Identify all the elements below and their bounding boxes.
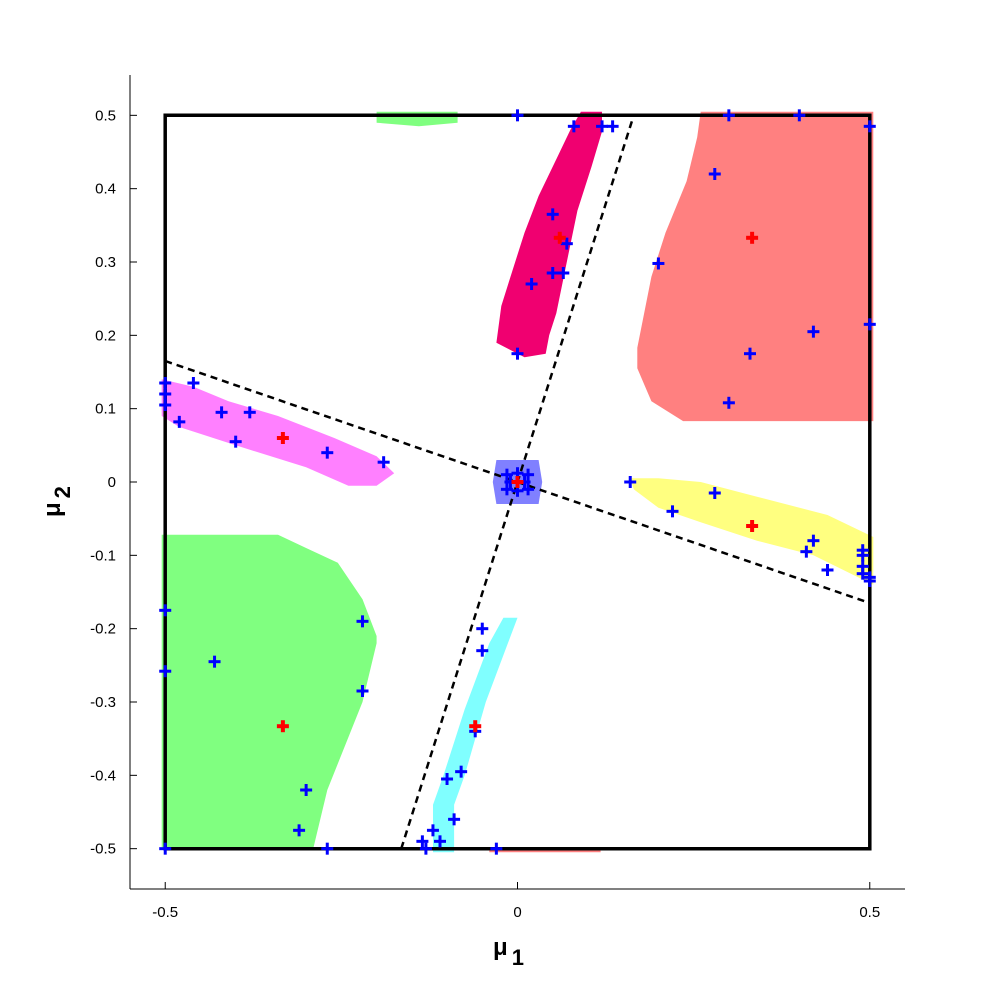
blue-point [652, 257, 665, 270]
red-point [511, 476, 524, 488]
blue-point [159, 842, 172, 855]
blue-point [557, 267, 570, 279]
blue-point [511, 109, 524, 122]
blue-point [856, 549, 869, 562]
blue-point [356, 685, 369, 697]
y-tick-label: 0.2 [95, 327, 116, 344]
y-tick-label: -0.1 [90, 547, 116, 564]
blue-point [419, 842, 432, 855]
blue-point [596, 120, 609, 133]
y-tick-label: -0.3 [90, 694, 116, 711]
blue-point [821, 564, 834, 576]
y-axis-subscript: 2 [50, 486, 75, 498]
blue-point [567, 120, 580, 133]
red-point [276, 720, 289, 733]
blue-point [500, 468, 513, 481]
red-point [553, 231, 566, 244]
tick-labels: -0.5 0 0.5 0.5 0.4 0.3 0.2 0.1 0 -0.1 -0.2 -0.3 -0.4… [90, 107, 880, 921]
blue-point [546, 267, 559, 279]
region-2 [496, 111, 602, 358]
y-tick-label: 0.3 [95, 254, 116, 271]
blue-point [300, 784, 313, 796]
blue-point [416, 835, 429, 848]
blue-point [800, 545, 813, 558]
y-tick-label: 0.4 [95, 181, 116, 198]
blue-point [377, 456, 390, 469]
blue-point [863, 120, 876, 133]
y-tick-label: 0 [108, 474, 116, 491]
x-axis-subscript: 1 [512, 945, 524, 970]
x-tick-label: -0.5 [152, 904, 178, 921]
blue-point [159, 665, 172, 678]
blue-point [863, 575, 876, 587]
blue-point [807, 325, 820, 338]
blue-point [744, 347, 756, 360]
blue-point [511, 347, 524, 360]
y-axis-symbol: μ [39, 502, 66, 517]
blue-point [863, 318, 876, 331]
blue-markers [159, 109, 876, 855]
y-tick-label: -0.4 [90, 767, 116, 784]
blue-point [455, 765, 468, 778]
blue-point [546, 208, 559, 221]
blue-point [666, 505, 679, 518]
blue-point [229, 435, 242, 448]
blue-point [159, 388, 172, 400]
blue-point [522, 483, 535, 496]
x-tick-label: 0.5 [859, 904, 880, 921]
blue-point [793, 109, 806, 122]
y-axis-label-group: μ2 [39, 486, 75, 517]
y-tick-label: 0.1 [95, 401, 116, 418]
blue-point [522, 468, 535, 481]
boundary-square [163, 113, 872, 851]
blue-point [500, 483, 513, 496]
blue-point [856, 567, 869, 580]
y-axis-label: μ2 [39, 486, 75, 517]
blue-point [722, 109, 735, 122]
blue-point [708, 168, 721, 180]
blue-point [243, 406, 256, 419]
red-markers [276, 231, 759, 733]
blue-point [356, 615, 369, 628]
blue-point [476, 644, 489, 657]
blue-point [476, 622, 489, 635]
y-tick-label: -0.2 [90, 621, 116, 638]
region-0 [637, 111, 874, 422]
x-tick-label: 0 [513, 904, 521, 921]
blue-point [434, 835, 446, 848]
blue-point [187, 377, 200, 389]
blue-point [448, 813, 461, 826]
red-point [746, 520, 759, 532]
boundary-square-outline [163, 113, 872, 851]
y-tick-label: 0.5 [95, 107, 116, 124]
region-4 [161, 379, 395, 486]
blue-point [708, 487, 721, 499]
red-point [746, 231, 759, 244]
red-point [469, 720, 482, 733]
blue-point [159, 377, 172, 389]
y-tick-label: -0.5 [90, 841, 116, 858]
blue-point [807, 534, 820, 547]
blue-point [293, 824, 306, 837]
blue-point [624, 476, 637, 488]
blue-point [159, 399, 172, 411]
blue-point [208, 655, 221, 668]
region-1 [161, 534, 377, 849]
blue-point [560, 237, 573, 250]
blue-point [215, 406, 228, 419]
blue-point [321, 842, 334, 855]
x-axis-symbol: μ [493, 934, 508, 961]
blue-point [722, 396, 735, 409]
blue-point [490, 842, 503, 855]
red-point [276, 432, 289, 444]
blue-point [173, 415, 186, 428]
blue-point [441, 773, 454, 785]
blue-point [426, 824, 439, 837]
blue-point [321, 446, 334, 459]
blue-point [525, 278, 538, 290]
blue-point [159, 604, 172, 617]
blue-point [606, 120, 619, 133]
